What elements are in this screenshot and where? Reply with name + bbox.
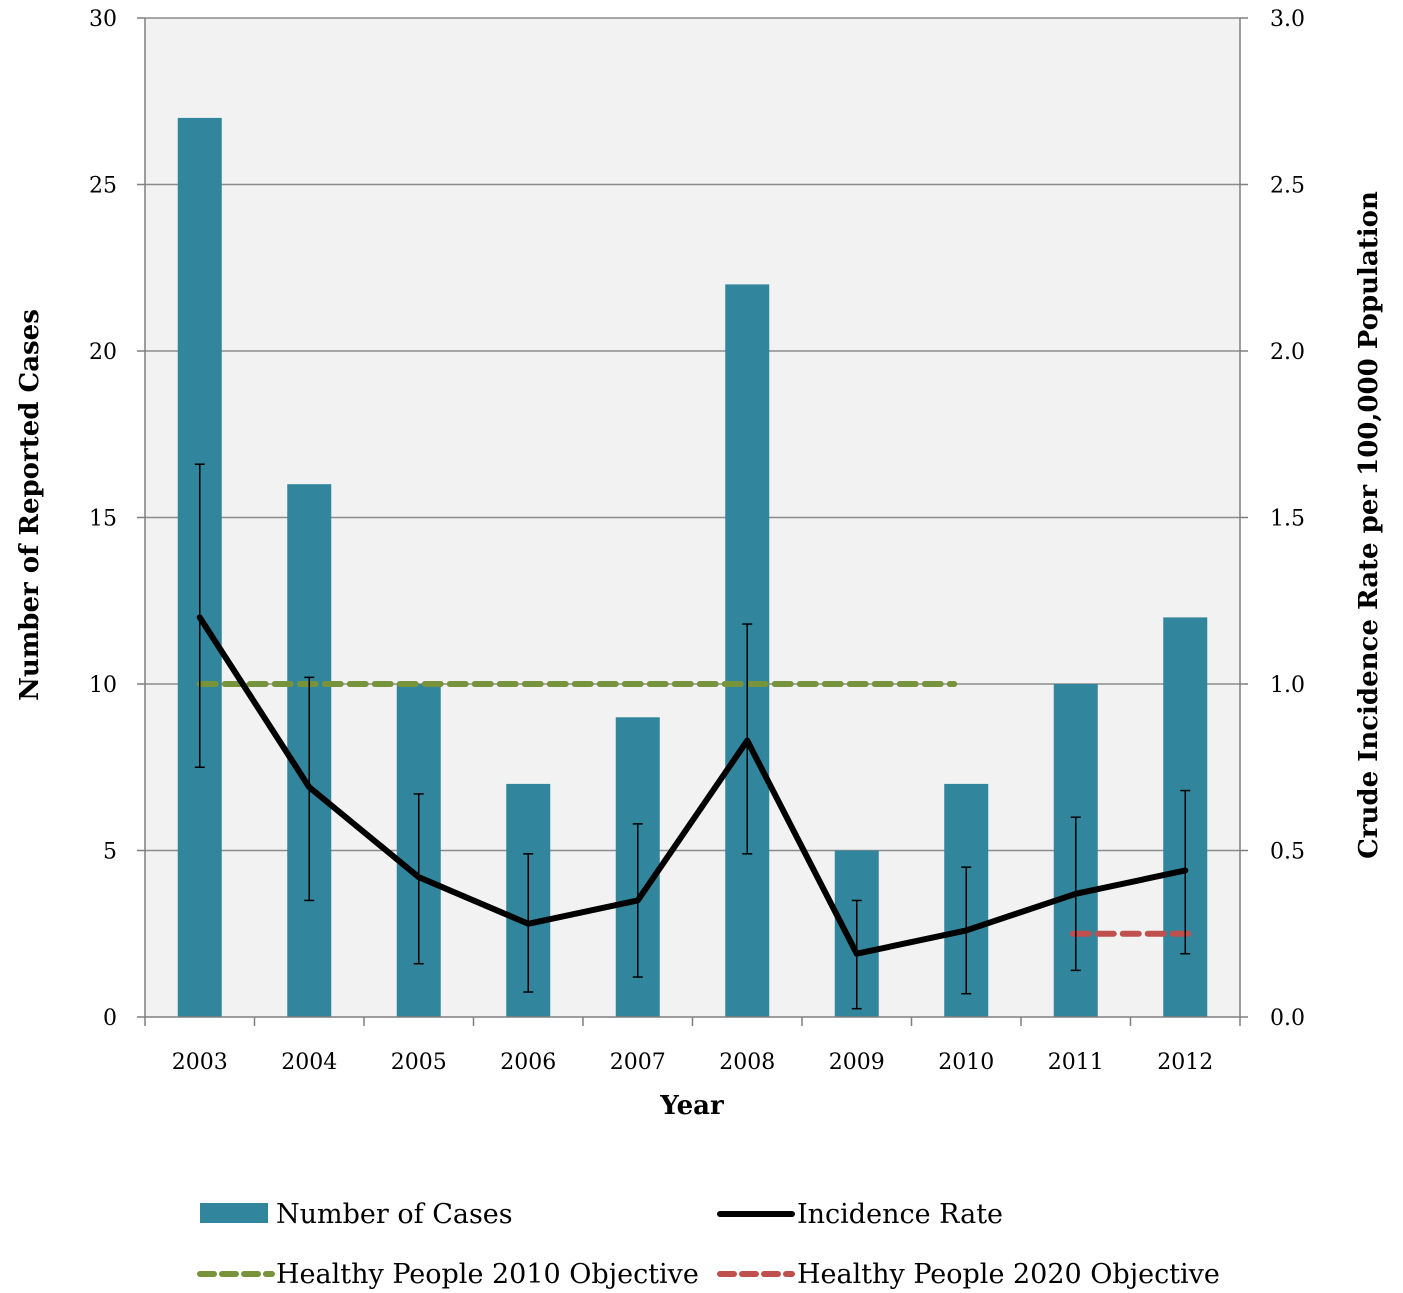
y-tick-label-right: 2.5 — [1270, 174, 1305, 199]
y-tick-label-right: 0.5 — [1270, 840, 1305, 865]
objective-lines — [196, 681, 1192, 937]
legend-label-hp2010: Healthy People 2010 Objective — [276, 1259, 699, 1290]
y-tick-label-right: 1.0 — [1270, 673, 1305, 698]
x-tick-label: 2008 — [719, 1050, 775, 1075]
x-tick-label: 2012 — [1157, 1050, 1213, 1075]
x-tick-label: 2004 — [281, 1050, 337, 1075]
y-tick-label-left: 30 — [89, 7, 117, 32]
y-tick-label-left: 20 — [89, 340, 117, 365]
legend-swatch-cases — [200, 1203, 268, 1223]
incidence-line — [196, 614, 1189, 957]
legend-label-cases: Number of Cases — [276, 1199, 513, 1230]
y-tick-label-left: 15 — [89, 507, 117, 532]
x-tick-label: 2007 — [610, 1050, 666, 1075]
y-tick-label-right: 2.0 — [1270, 340, 1305, 365]
x-tick-label: 2010 — [938, 1050, 994, 1075]
x-axis-title: Year — [659, 1091, 724, 1121]
y-axis-title-right: Crude Incidence Rate per 100,000 Populat… — [1354, 191, 1384, 859]
y-tick-label-right: 1.5 — [1270, 507, 1305, 532]
x-tick-label: 2011 — [1048, 1050, 1104, 1075]
x-tick-label: 2009 — [829, 1050, 885, 1075]
y-tick-label-right: 3.0 — [1270, 7, 1305, 32]
legend-label-incidence: Incidence Rate — [797, 1199, 1003, 1230]
y-tick-label-right: 0.0 — [1270, 1006, 1305, 1031]
y-tick-label-left: 10 — [89, 673, 117, 698]
incidence-rate-line — [196, 614, 1189, 957]
y-axis-title-left: Number of Reported Cases — [15, 309, 45, 701]
y-tick-label-left: 5 — [103, 840, 117, 865]
x-tick-label: 2006 — [500, 1050, 556, 1075]
y-tick-label-left: 25 — [89, 174, 117, 199]
legend: Number of Cases Incidence Rate Healthy P… — [197, 1199, 1220, 1290]
legend-label-hp2020: Healthy People 2020 Objective — [797, 1259, 1220, 1290]
y-tick-label-left: 0 — [103, 1006, 117, 1031]
tick-labels: 0 0.0 5 0.5 10 1.0 15 1.5 20 2.0 25 2.5 30 3.0 2003 200… — [89, 7, 1305, 1075]
axes — [137, 17, 1248, 1026]
x-tick-label: 2005 — [391, 1050, 447, 1075]
x-tick-label: 2003 — [172, 1050, 228, 1075]
